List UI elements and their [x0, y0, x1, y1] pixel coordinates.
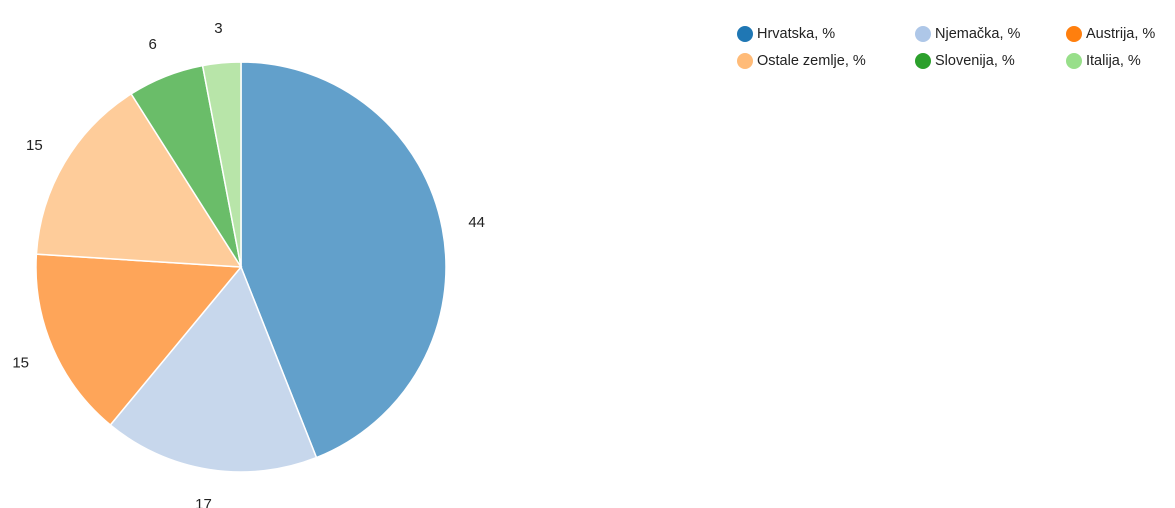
- slice-value-label-0: 44: [468, 214, 485, 231]
- legend-item[interactable]: Hrvatska, %: [737, 25, 915, 42]
- pie-slice-2: [35, 253, 243, 427]
- legend-label: Njemačka, %: [935, 25, 1021, 42]
- slice-value-label-5: 3: [214, 20, 222, 37]
- pie-slice-0: [240, 61, 447, 459]
- legend-swatch-icon: [737, 52, 753, 69]
- pie-chart: 44 17 15 15 6 3: [12, 20, 485, 508]
- legend-swatch-icon: [1066, 52, 1082, 69]
- legend-swatch-icon: [915, 52, 931, 69]
- slice-value-label-2: 15: [12, 354, 29, 371]
- legend-label: Hrvatska, %: [757, 25, 836, 42]
- legend-swatch-icon: [737, 25, 753, 42]
- legend-item[interactable]: Austrija, %: [1066, 25, 1166, 42]
- legend-item[interactable]: Njemačka, %: [915, 25, 1066, 42]
- legend-label: Austrija, %: [1086, 25, 1156, 42]
- legend-item[interactable]: Ostale zemlje, %: [737, 52, 915, 69]
- slice-value-label-3: 15: [26, 137, 43, 154]
- legend-row: Ostale zemlje, % Slovenija, % Italija, %: [737, 47, 1173, 74]
- pie-slice-1: [109, 265, 318, 473]
- legend-item[interactable]: Slovenija, %: [915, 52, 1066, 69]
- slice-value-label-1: 17: [195, 496, 212, 508]
- chart-legend: Hrvatska, % Njemačka, % Austrija, % Ostale …: [737, 20, 1173, 74]
- legend-label: Slovenija, %: [935, 52, 1015, 69]
- legend-swatch-icon: [1066, 25, 1082, 42]
- slice-value-label-4: 6: [149, 36, 157, 53]
- pie-slice-5: [201, 61, 242, 268]
- legend-label: Italija, %: [1086, 52, 1141, 69]
- legend-item[interactable]: Italija, %: [1066, 52, 1166, 69]
- legend-label: Ostale zemlje, %: [757, 52, 866, 69]
- pie-slice-3: [35, 92, 243, 268]
- legend-row: Hrvatska, % Njemačka, % Austrija, %: [737, 20, 1173, 47]
- legend-swatch-icon: [915, 25, 931, 42]
